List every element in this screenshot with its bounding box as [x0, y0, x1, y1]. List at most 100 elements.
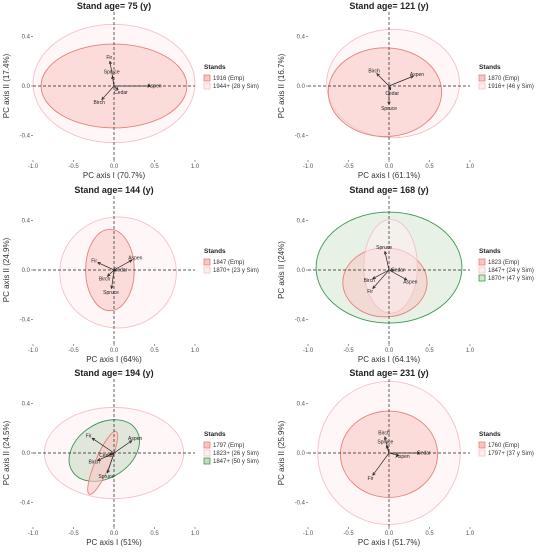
arrow-head: [128, 440, 133, 444]
panel-title: Stand age= 168 (y): [349, 185, 428, 195]
loading-label: Fir: [368, 476, 374, 482]
arrow-head: [372, 472, 376, 476]
y-tick-label: 0.0: [297, 268, 306, 274]
loading-label: Birch: [368, 68, 380, 74]
loading-arrow: [388, 75, 414, 87]
x-tick-label: 0.0: [385, 164, 394, 170]
loading-arrow: [388, 452, 399, 456]
loading-label: Spruce: [381, 106, 397, 112]
y-tick-label: -0.4: [20, 500, 31, 506]
x-tick-label: 1.0: [466, 531, 475, 537]
loading-arrow: [101, 85, 115, 100]
y-tick-label: -0.4: [20, 317, 31, 323]
y-axis-label: PC axis II (24.5%): [2, 420, 11, 485]
legend-item: 1916+ (46 y Sim): [488, 84, 534, 90]
loading-arrow: [376, 73, 390, 87]
panel-title: Stand age= 194 (y): [74, 368, 153, 378]
loading-label: Fir: [91, 258, 97, 264]
loading-arrow: [372, 452, 390, 476]
arrow-head: [110, 285, 114, 290]
y-tick-label: 0.4: [297, 402, 306, 408]
legend-title: Stands: [204, 64, 226, 71]
loading-label: Spruce: [104, 70, 120, 76]
legend-item: 1823+ (26 y Sim): [213, 451, 259, 457]
loading-label: Fir: [367, 289, 373, 295]
y-tick-label: -0.4: [20, 133, 31, 139]
legend-item: 1870+ (47 y Sim): [488, 276, 534, 282]
loading-label: Birch: [88, 460, 100, 466]
loading-label: Cedar: [417, 451, 431, 457]
loading-label: Fir: [86, 433, 92, 439]
panel-2: Stand age= 121 (y) Birch Aspen Cedar Spruce -…: [277, 1, 534, 180]
loading-arrow: [112, 76, 115, 87]
panel-title: Stand age= 231 (y): [349, 368, 428, 378]
loading-arrow: [386, 445, 390, 454]
x-tick-label: 1.0: [191, 531, 200, 537]
panel-6: Stand age= 231 (y) Birch Spruce Cedar Aspen F…: [277, 368, 534, 547]
x-axis-label: PC axis I (61.1%): [358, 171, 421, 180]
x-tick-label: 1.0: [466, 164, 475, 170]
arrow-head: [376, 73, 380, 77]
arrow-head: [387, 101, 391, 106]
legend-swatch: [203, 266, 211, 274]
arrow-head: [97, 262, 101, 266]
arrow-head: [108, 60, 112, 65]
loading-arrow: [91, 437, 115, 454]
legend-item: 1847+ (24 y Sim): [488, 268, 534, 274]
x-tick-label: -0.5: [68, 348, 79, 354]
arrow-head: [372, 285, 376, 290]
legend-item: 1847+ (50 y Sim): [213, 459, 259, 465]
loading-arrow: [388, 269, 407, 281]
x-tick-label: -0.5: [343, 348, 354, 354]
loading-label: Birch: [93, 100, 105, 106]
arrow-head: [106, 469, 110, 474]
legend-item: 1916 (Emp): [213, 76, 244, 82]
x-tick-label: 0.5: [425, 164, 434, 170]
x-tick-label: 0.0: [110, 164, 119, 170]
arrow-head: [403, 277, 408, 281]
y-tick-label: 0.0: [22, 84, 31, 90]
arrow-head: [383, 250, 388, 255]
legend-title: Stands: [479, 248, 501, 255]
loading-label: Aspen: [147, 84, 161, 90]
legend-title: Stands: [479, 64, 501, 71]
y-tick-label: -0.4: [295, 317, 306, 323]
y-axis-label: PC axis II (16.7%): [277, 53, 286, 118]
y-tick-label: 0.4: [22, 35, 31, 41]
legend-title: Stands: [204, 431, 226, 438]
y-axis-label: PC axis II (25.9%): [277, 420, 286, 485]
loading-label: Fir: [106, 55, 112, 61]
arrow-head: [128, 259, 133, 263]
y-axis-label: PC axis II (17.4%): [2, 53, 11, 118]
x-tick-label: -1.0: [303, 164, 314, 170]
legend-swatch: [203, 82, 211, 90]
loading-arrow: [97, 452, 115, 461]
x-tick-label: -0.5: [343, 531, 354, 537]
legend-swatch: [478, 441, 486, 449]
legend-swatch: [478, 258, 486, 266]
x-tick-label: -1.0: [28, 348, 39, 354]
x-tick-label: -0.5: [68, 531, 79, 537]
arrow-head: [147, 84, 152, 88]
loading-label: Aspen: [128, 436, 142, 442]
x-axis-label: PC axis I (51%): [86, 538, 142, 547]
x-tick-label: 1.0: [191, 164, 200, 170]
confidence-ellipse: [363, 218, 418, 314]
confidence-ellipse: [327, 47, 443, 138]
arrow-head: [410, 75, 415, 79]
x-tick-label: -0.5: [68, 164, 79, 170]
loading-arrow: [113, 440, 133, 454]
x-tick-label: -1.0: [28, 164, 39, 170]
loading-label: Cedar: [391, 268, 405, 274]
x-tick-label: -1.0: [28, 531, 39, 537]
x-axis-label: PC axis I (64.1%): [358, 355, 421, 364]
panel-title: Stand age= 75 (y): [77, 1, 151, 11]
legend-item: 1944+ (28 y Sim): [213, 84, 259, 90]
arrow-head: [101, 96, 105, 101]
legend-swatch: [478, 274, 486, 282]
x-tick-label: -0.5: [343, 164, 354, 170]
arrow-head: [416, 451, 421, 455]
loading-arrow: [107, 269, 115, 277]
loading-label: Spruce: [98, 474, 114, 480]
